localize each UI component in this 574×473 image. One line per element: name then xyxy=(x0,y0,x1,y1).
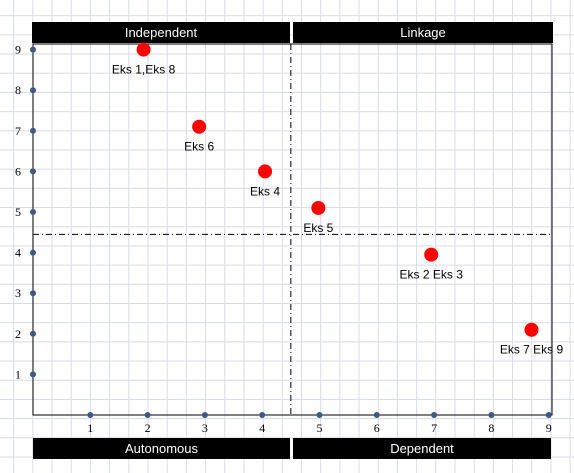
data-point xyxy=(136,42,151,57)
y-tick-label: 6 xyxy=(15,164,21,178)
quadrant-label-independent: Independent xyxy=(32,22,290,43)
quadrant-label-linkage: Linkage xyxy=(293,22,553,43)
x-tick-label: 5 xyxy=(317,421,323,435)
data-point-label: Eks 7 Eks 9 xyxy=(500,343,564,357)
data-point xyxy=(524,322,539,337)
plot-frame xyxy=(32,43,553,416)
y-tick-marker xyxy=(30,46,36,53)
y-tick-label: 3 xyxy=(15,286,21,300)
x-tick-label: 1 xyxy=(87,421,93,435)
x-tick-label: 6 xyxy=(374,421,380,435)
quadrant-label-dependent: Dependent xyxy=(293,438,551,459)
x-tick-label: 8 xyxy=(488,421,494,435)
data-point xyxy=(258,164,273,179)
x-tick-marker xyxy=(373,412,380,418)
y-tick-marker xyxy=(30,209,36,215)
data-point-label: Eks 5 xyxy=(303,221,333,235)
data-point-label: Eks 6 xyxy=(184,140,214,154)
data-point xyxy=(424,247,439,262)
x-tick-marker xyxy=(259,412,266,418)
y-tick-label: 8 xyxy=(15,83,21,97)
x-tick-marker xyxy=(87,412,94,418)
x-tick-marker xyxy=(316,412,323,418)
y-tick-marker xyxy=(30,290,36,297)
y-tick-label: 1 xyxy=(15,367,21,381)
data-point xyxy=(311,200,326,215)
y-tick-label: 4 xyxy=(15,246,21,260)
x-tick-label: 9 xyxy=(546,421,552,435)
x-tick-label: 7 xyxy=(431,421,437,435)
y-tick-marker xyxy=(30,371,36,378)
data-point xyxy=(192,119,207,134)
x-tick-label: 2 xyxy=(145,421,151,435)
data-point-label: Eks 2 Eks 3 xyxy=(400,268,464,282)
y-tick-label: 5 xyxy=(15,205,21,219)
y-tick-label: 2 xyxy=(15,327,21,341)
y-tick-marker xyxy=(30,127,36,134)
x-tick-label: 4 xyxy=(259,421,265,435)
y-tick-label: 9 xyxy=(15,43,21,57)
x-tick-label: 3 xyxy=(202,421,208,435)
x-tick-marker xyxy=(488,412,495,418)
x-tick-marker xyxy=(201,412,208,418)
x-tick-marker xyxy=(545,412,552,418)
data-point-label: Eks 4 xyxy=(250,184,280,198)
y-tick-marker xyxy=(30,249,36,256)
x-tick-marker xyxy=(431,412,438,418)
y-tick-label: 7 xyxy=(15,124,21,138)
y-tick-marker xyxy=(30,87,36,94)
x-tick-marker xyxy=(144,412,151,418)
y-tick-marker xyxy=(30,168,36,175)
data-point-label: Eks 1,Eks 8 xyxy=(112,63,176,77)
quadrant-label-autonomous: Autonomous xyxy=(33,438,290,459)
y-tick-marker xyxy=(30,330,36,337)
